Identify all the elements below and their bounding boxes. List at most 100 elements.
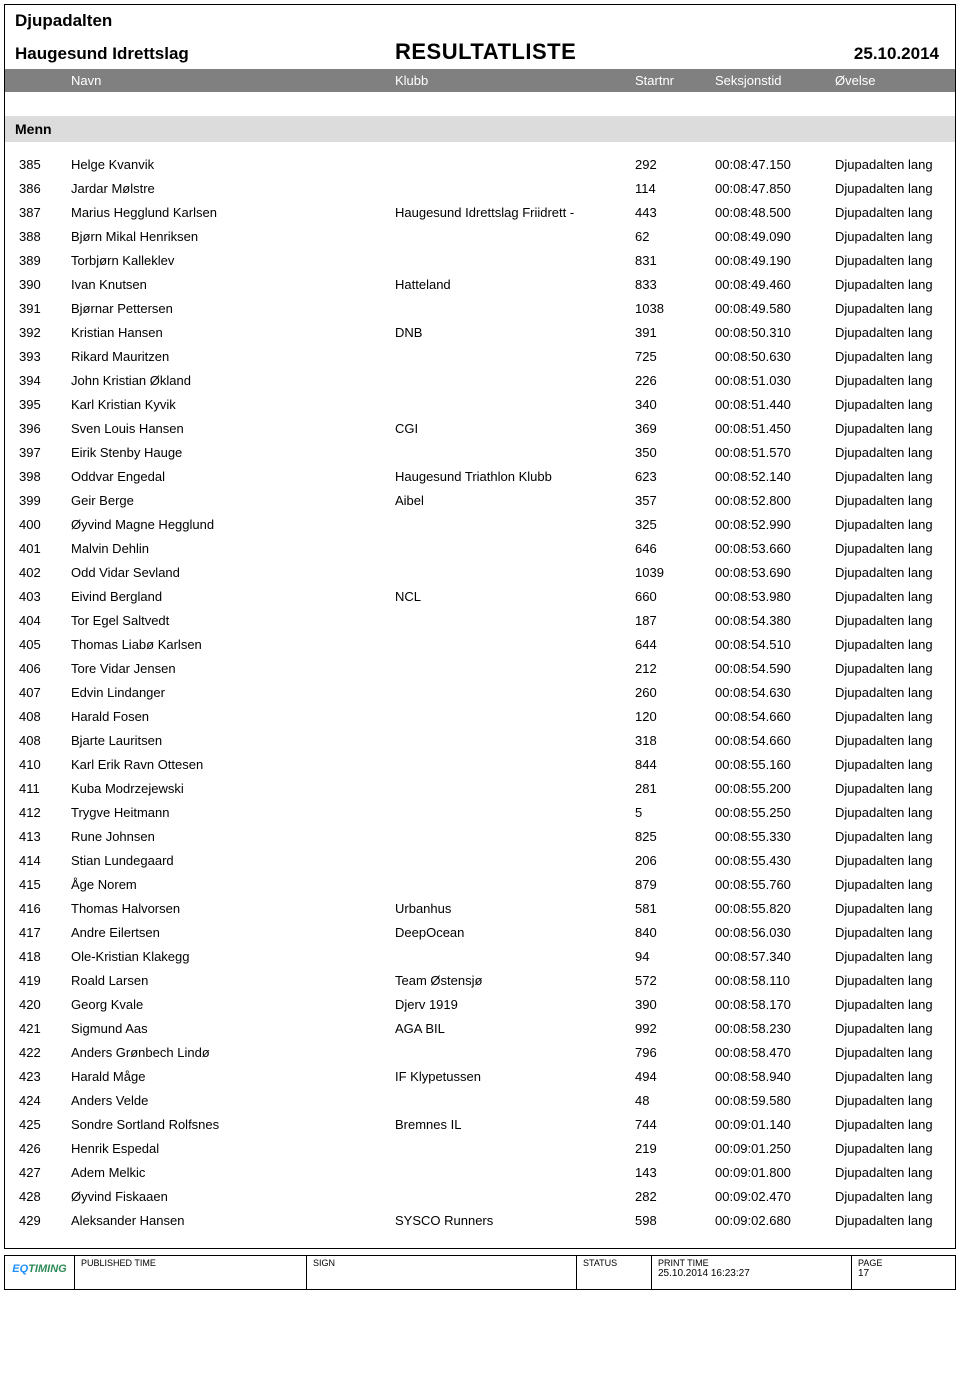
cell-startnr: 325 [635, 517, 715, 532]
cell-club [395, 301, 635, 316]
cell-club [395, 613, 635, 628]
cell-club [395, 1045, 635, 1060]
cell-event: Djupadalten lang [835, 877, 955, 892]
cell-rank: 420 [5, 997, 55, 1012]
table-row: 425Sondre Sortland RolfsnesBremnes IL744… [5, 1112, 955, 1136]
cell-rank: 396 [5, 421, 55, 436]
cell-name: Adem Melkic [55, 1165, 395, 1180]
cell-rank: 386 [5, 181, 55, 196]
cell-club: CGI [395, 421, 635, 436]
cell-startnr: 623 [635, 469, 715, 484]
cell-name: Ivan Knutsen [55, 277, 395, 292]
cell-event: Djupadalten lang [835, 1189, 955, 1204]
sign-label: SIGN [313, 1258, 570, 1268]
table-row: 426Henrik Espedal21900:09:01.250Djupadal… [5, 1136, 955, 1160]
cell-club: Haugesund Idrettslag Friidrett - [395, 205, 635, 220]
cell-name: Rune Johnsen [55, 829, 395, 844]
cell-event: Djupadalten lang [835, 325, 955, 340]
cell-name: Bjørn Mikal Henriksen [55, 229, 395, 244]
cell-name: Thomas Liabø Karlsen [55, 637, 395, 652]
cell-rank: 402 [5, 565, 55, 580]
cell-club [395, 949, 635, 964]
cell-event: Djupadalten lang [835, 157, 955, 172]
cell-startnr: 281 [635, 781, 715, 796]
cell-event: Djupadalten lang [835, 829, 955, 844]
published-label: PUBLISHED TIME [81, 1258, 300, 1268]
table-row: 405Thomas Liabø Karlsen64400:08:54.510Dj… [5, 632, 955, 656]
table-row: 416Thomas HalvorsenUrbanhus58100:08:55.8… [5, 896, 955, 920]
cell-startnr: 879 [635, 877, 715, 892]
table-row: 423Harald MågeIF Klypetussen49400:08:58.… [5, 1064, 955, 1088]
cell-rank: 392 [5, 325, 55, 340]
table-row: 413Rune Johnsen82500:08:55.330Djupadalte… [5, 824, 955, 848]
cell-rank: 414 [5, 853, 55, 868]
table-row: 387Marius Hegglund KarlsenHaugesund Idre… [5, 200, 955, 224]
cell-event: Djupadalten lang [835, 277, 955, 292]
cell-club [395, 829, 635, 844]
cell-name: Marius Hegglund Karlsen [55, 205, 395, 220]
cell-time: 00:08:52.800 [715, 493, 835, 508]
cell-name: Tor Egel Saltvedt [55, 613, 395, 628]
cell-name: Øyvind Fiskaaen [55, 1189, 395, 1204]
table-row: 398Oddvar EngedalHaugesund Triathlon Klu… [5, 464, 955, 488]
cell-time: 00:08:58.170 [715, 997, 835, 1012]
cell-name: Stian Lundegaard [55, 853, 395, 868]
cell-club: NCL [395, 589, 635, 604]
table-row: 408Harald Fosen12000:08:54.660Djupadalte… [5, 704, 955, 728]
table-row: 422Anders Grønbech Lindø79600:08:58.470D… [5, 1040, 955, 1064]
cell-rank: 395 [5, 397, 55, 412]
cell-rank: 404 [5, 613, 55, 628]
cell-name: John Kristian Økland [55, 373, 395, 388]
cell-event: Djupadalten lang [835, 229, 955, 244]
cell-name: Sigmund Aas [55, 1021, 395, 1036]
title-block: Djupadalten Haugesund Idrettslag RESULTA… [5, 5, 955, 69]
cell-rank: 421 [5, 1021, 55, 1036]
cell-name: Harald Måge [55, 1069, 395, 1084]
table-row: 399Geir BergeAibel35700:08:52.800Djupada… [5, 488, 955, 512]
cell-event: Djupadalten lang [835, 1045, 955, 1060]
cell-club [395, 229, 635, 244]
cell-name: Bjarte Lauritsen [55, 733, 395, 748]
page-label: PAGE [858, 1258, 949, 1268]
table-row: 429Aleksander HansenSYSCO Runners59800:0… [5, 1208, 955, 1232]
event-name: Djupadalten [15, 11, 945, 31]
cell-startnr: 340 [635, 397, 715, 412]
cell-time: 00:09:02.470 [715, 1189, 835, 1204]
table-row: 389Torbjørn Kalleklev83100:08:49.190Djup… [5, 248, 955, 272]
cell-name: Rikard Mauritzen [55, 349, 395, 364]
cell-time: 00:08:57.340 [715, 949, 835, 964]
cell-name: Kuba Modrzejewski [55, 781, 395, 796]
cell-startnr: 992 [635, 1021, 715, 1036]
cell-startnr: 833 [635, 277, 715, 292]
page-frame: Djupadalten Haugesund Idrettslag RESULTA… [4, 4, 956, 1249]
cell-club [395, 1189, 635, 1204]
cell-name: Trygve Heitmann [55, 805, 395, 820]
cell-time: 00:08:55.200 [715, 781, 835, 796]
cell-club [395, 373, 635, 388]
cell-rank: 412 [5, 805, 55, 820]
cell-startnr: 369 [635, 421, 715, 436]
cell-startnr: 357 [635, 493, 715, 508]
cell-startnr: 219 [635, 1141, 715, 1156]
cell-name: Thomas Halvorsen [55, 901, 395, 916]
cell-name: Torbjørn Kalleklev [55, 253, 395, 268]
footer-sign: SIGN [307, 1256, 577, 1289]
cell-startnr: 644 [635, 637, 715, 652]
col-header-name: Navn [55, 73, 395, 88]
cell-club [395, 1165, 635, 1180]
cell-rank: 400 [5, 517, 55, 532]
cell-startnr: 62 [635, 229, 715, 244]
cell-time: 00:08:50.310 [715, 325, 835, 340]
cell-event: Djupadalten lang [835, 997, 955, 1012]
cell-startnr: 48 [635, 1093, 715, 1108]
table-row: 428Øyvind Fiskaaen28200:09:02.470Djupada… [5, 1184, 955, 1208]
cell-club [395, 637, 635, 652]
cell-startnr: 282 [635, 1189, 715, 1204]
cell-startnr: 5 [635, 805, 715, 820]
cell-rank: 415 [5, 877, 55, 892]
cell-time: 00:08:49.190 [715, 253, 835, 268]
cell-time: 00:08:53.690 [715, 565, 835, 580]
cell-rank: 393 [5, 349, 55, 364]
cell-name: Malvin Dehlin [55, 541, 395, 556]
cell-time: 00:08:54.590 [715, 661, 835, 676]
